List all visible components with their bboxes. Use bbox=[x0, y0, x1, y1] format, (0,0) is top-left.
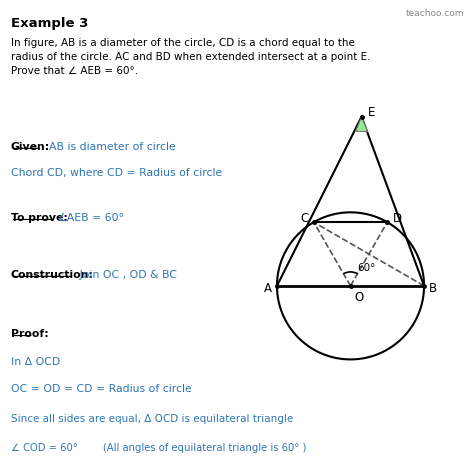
Text: O: O bbox=[354, 291, 364, 304]
Text: ∠AEB = 60°: ∠AEB = 60° bbox=[57, 213, 124, 223]
Text: Chord CD, where CD = Radius of circle: Chord CD, where CD = Radius of circle bbox=[11, 168, 222, 178]
Text: Given:: Given: bbox=[11, 142, 50, 152]
Text: D: D bbox=[393, 212, 402, 225]
Text: 60°: 60° bbox=[357, 263, 375, 273]
Text: teachoo.com: teachoo.com bbox=[406, 9, 465, 18]
Text: Example 3: Example 3 bbox=[11, 17, 88, 29]
Text: B: B bbox=[428, 283, 437, 295]
Text: A: A bbox=[264, 283, 272, 295]
Text: In figure, AB is a diameter of the circle, CD is a chord equal to the
radius of : In figure, AB is a diameter of the circl… bbox=[11, 38, 370, 76]
Text: ∠ COD = 60°        (All angles of equilateral triangle is 60° ): ∠ COD = 60° (All angles of equilateral t… bbox=[11, 443, 306, 453]
Text: To prove:: To prove: bbox=[11, 213, 68, 223]
Text: AB is diameter of circle: AB is diameter of circle bbox=[42, 142, 176, 152]
Text: Construction:: Construction: bbox=[11, 270, 94, 280]
Text: E: E bbox=[368, 106, 375, 119]
Text: Proof:: Proof: bbox=[11, 329, 48, 339]
Text: OC = OD = CD = Radius of circle: OC = OD = CD = Radius of circle bbox=[11, 384, 191, 394]
Text: Join OC , OD & BC: Join OC , OD & BC bbox=[76, 270, 176, 280]
Polygon shape bbox=[356, 117, 367, 131]
Text: In Δ OCD: In Δ OCD bbox=[11, 357, 60, 367]
Text: Since all sides are equal, Δ OCD is equilateral triangle: Since all sides are equal, Δ OCD is equi… bbox=[11, 414, 293, 424]
Text: C: C bbox=[301, 212, 309, 225]
